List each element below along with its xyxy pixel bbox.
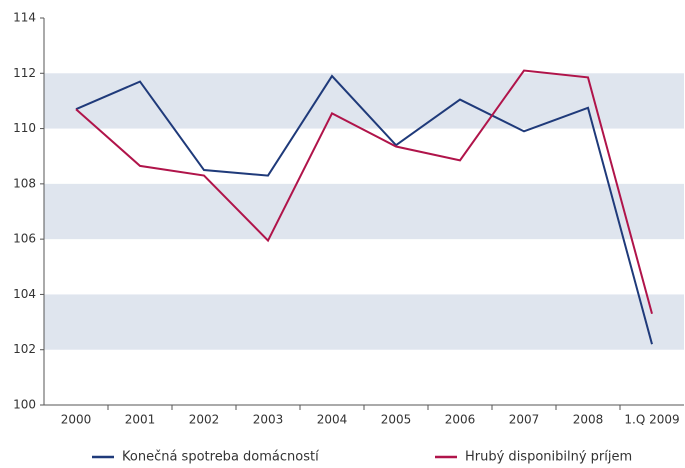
x-tick-label: 2007: [509, 413, 540, 427]
y-tick-label: 104: [13, 287, 36, 301]
y-tick-label: 102: [13, 342, 36, 356]
y-tick-label: 106: [13, 232, 36, 246]
x-tick-label: 2000: [61, 413, 92, 427]
x-tick-label: 2003: [253, 413, 284, 427]
y-tick-label: 112: [13, 66, 36, 80]
legend-label: Hrubý disponibilný príjem: [465, 450, 632, 465]
x-tick-label: 2005: [381, 413, 412, 427]
grid-band: [44, 294, 684, 350]
series-line: [75, 69, 653, 315]
x-tick-label: 1.Q 2009: [624, 413, 679, 427]
y-tick-label: 110: [13, 121, 36, 135]
series-line: [75, 74, 653, 345]
x-tick-label: 2004: [317, 413, 348, 427]
legend: Konečná spotreba domácností Hrubý disponi…: [92, 450, 632, 465]
y-tick-label: 100: [13, 398, 36, 412]
x-tick-label: 2001: [125, 413, 156, 427]
y-tick-label: 114: [13, 11, 36, 25]
x-tick-label: 2002: [189, 413, 220, 427]
legend-label: Konečná spotreba domácností: [122, 450, 319, 465]
grid-band: [44, 183, 684, 240]
x-tick-label: 2006: [445, 413, 476, 427]
y-tick-label: 108: [13, 176, 36, 190]
x-tick-label: 2008: [573, 413, 604, 427]
grid-band: [44, 73, 684, 129]
